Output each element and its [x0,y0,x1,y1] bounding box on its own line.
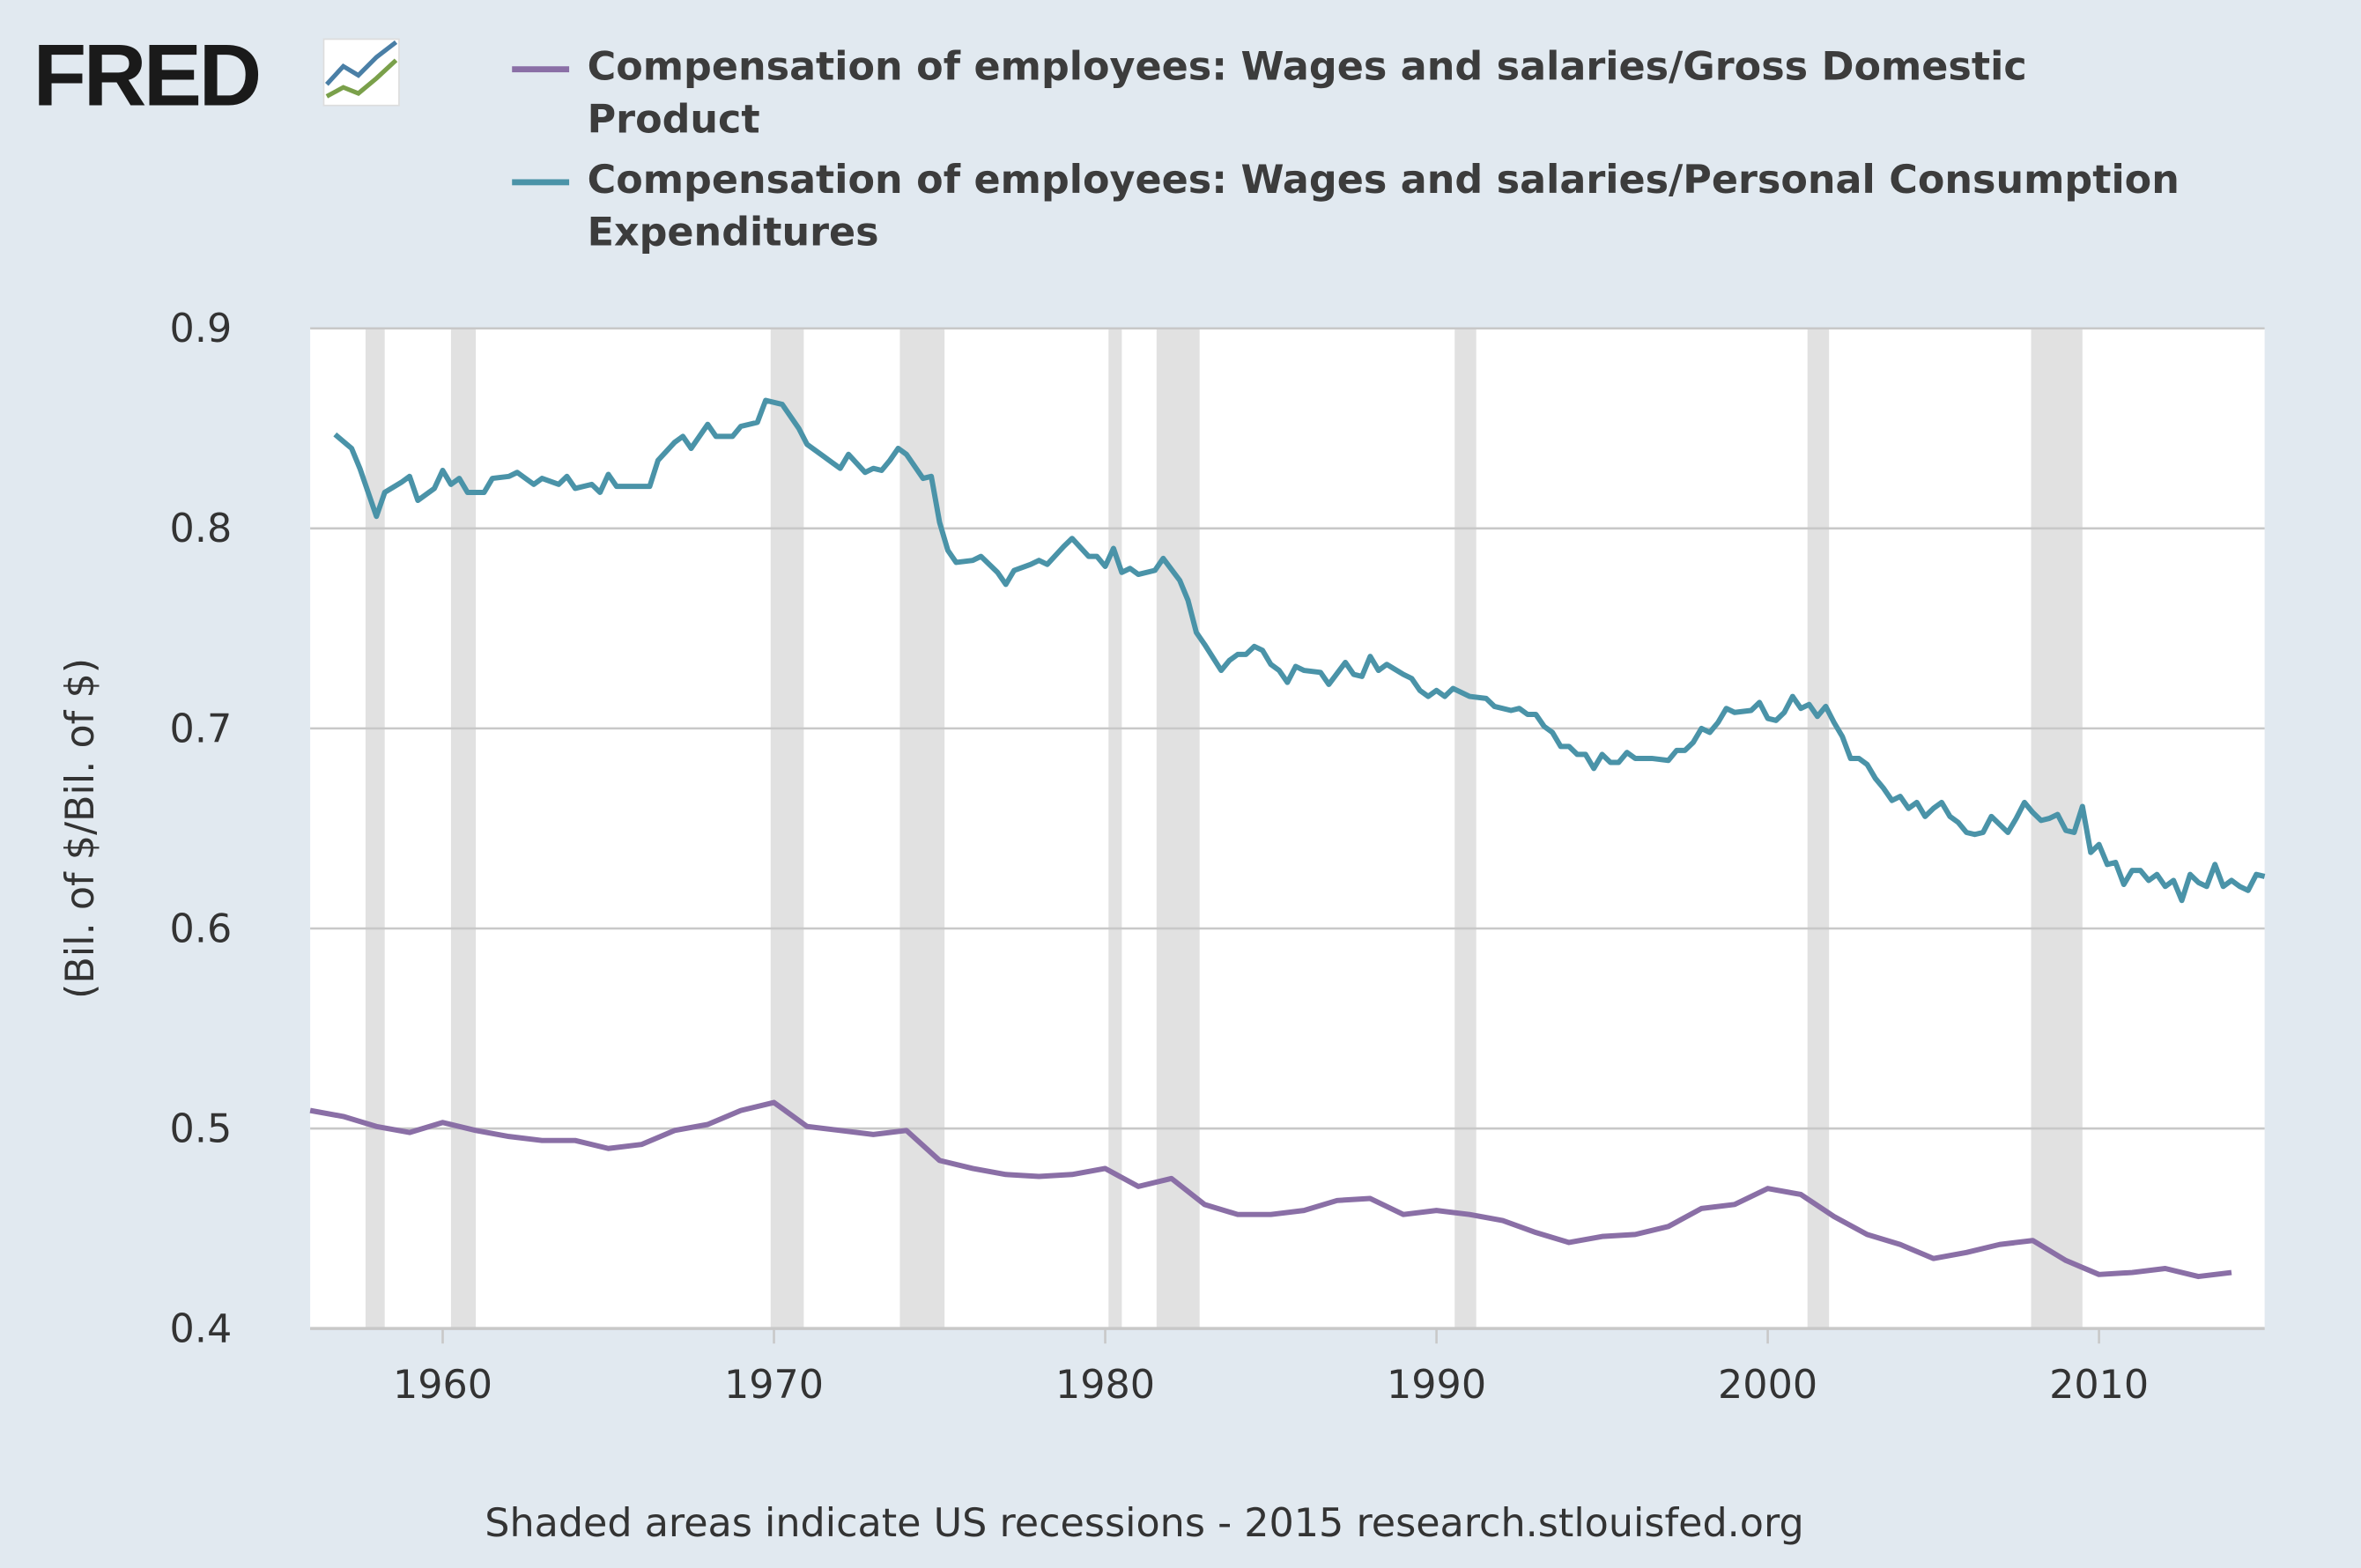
x-tick-label: 1980 [1055,1363,1155,1408]
y-tick-label: 0.4 [170,1307,233,1352]
recession-band [1807,328,1830,1329]
data-line [309,1099,2232,1280]
x-tick-label: 2000 [1718,1363,1817,1408]
logo-icon [322,38,400,107]
legend-label: Compensation of employees: Wages and sal… [587,45,2027,144]
recession-band [1454,328,1477,1329]
data-line [333,397,2266,904]
y-tick-label: 0.8 [170,507,233,551]
recession-band [1108,328,1122,1329]
legend-label: Compensation of employees: Wages and sal… [587,158,2180,256]
recession-band [770,328,804,1329]
y-tick-label: 0.6 [170,906,233,951]
y-axis-label: (Bil. of $/Bil. of $) [58,658,103,999]
legend-entry: Compensation of employees: Wages and sal… [512,155,2198,261]
y-tick-label: 0.9 [170,307,233,351]
x-tick-label: 2010 [2049,1363,2149,1408]
legend-swatch [512,66,570,73]
y-tick-label: 0.7 [170,706,233,751]
legend-swatch [512,179,570,186]
legend-entry: Compensation of employees: Wages and sal… [512,42,2198,148]
recession-band [1156,328,1200,1329]
legend-box: Compensation of employees: Wages and sal… [512,42,2198,261]
footnote: Shaded areas indicate US recessions - 20… [485,1501,1803,1546]
y-tick-label: 0.5 [170,1106,233,1151]
x-tick-label: 1990 [1387,1363,1486,1408]
recession-band [450,328,477,1329]
x-tick-label: 1960 [393,1363,492,1408]
legend: Compensation of employees: Wages and sal… [512,42,2198,261]
x-tick-label: 1970 [724,1363,824,1408]
plot-area [310,328,2265,1329]
recession-band [365,328,385,1329]
logo: FRED [33,27,259,125]
